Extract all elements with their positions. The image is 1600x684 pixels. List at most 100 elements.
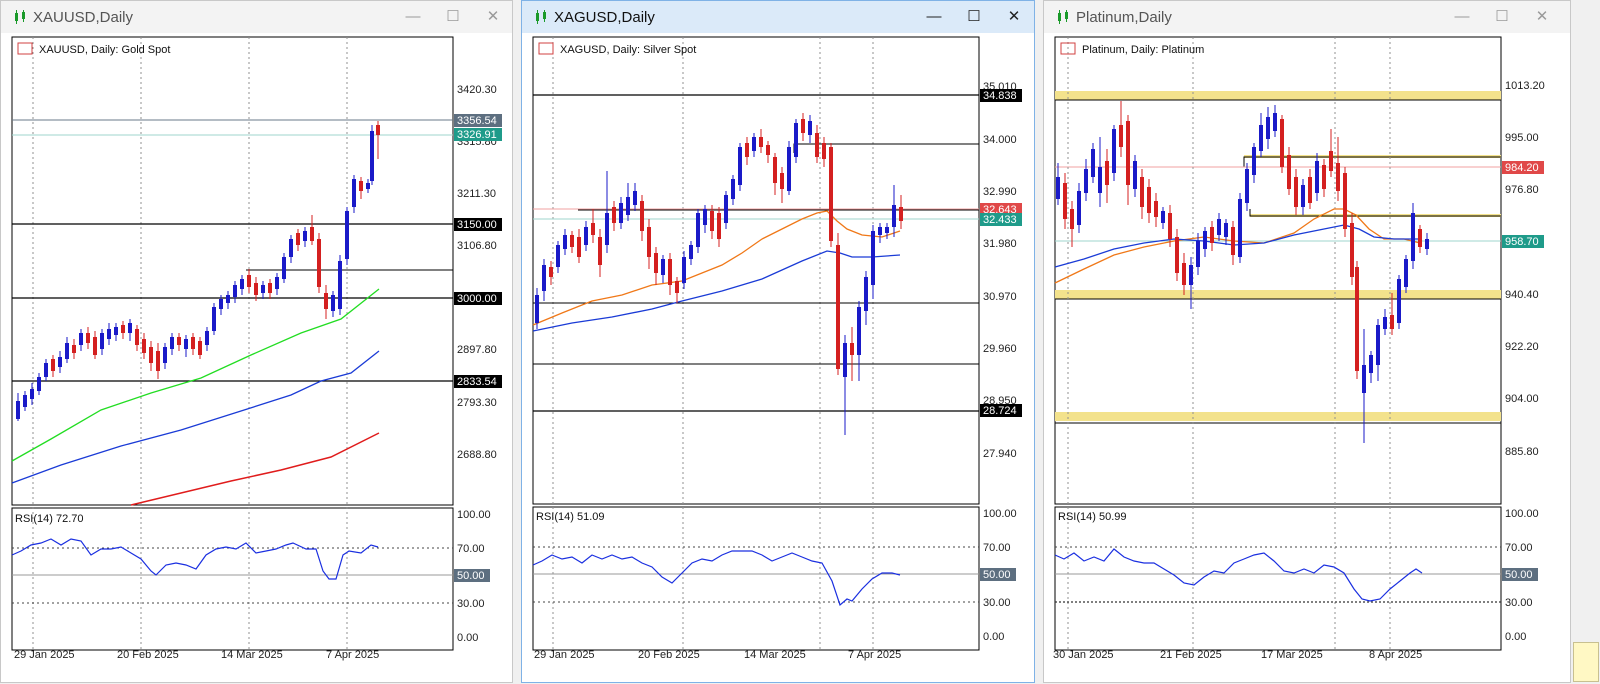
rsi-line — [11, 538, 379, 580]
price-tick: 3106.80 — [457, 240, 497, 252]
close-icon[interactable]: ✕ — [1007, 8, 1021, 25]
level-tags: 984.20 958.70 — [1502, 161, 1544, 248]
rsi-label: RSI(14) 72.70 — [15, 513, 83, 525]
minimize-icon[interactable]: — — [1454, 8, 1470, 25]
price-tick: 976.80 — [1505, 184, 1539, 196]
time-tick: 30 Jan 2025 — [1053, 649, 1114, 661]
rsi-line — [1054, 548, 1423, 602]
rsi-tick: 0.00 — [983, 631, 1004, 643]
time-tick: 14 Mar 2025 — [221, 649, 283, 661]
rsi-pane — [532, 506, 980, 651]
resistance-zone — [1055, 91, 1501, 100]
rsi-tick: 100.00 — [983, 508, 1017, 520]
price-tick: 30.970 — [983, 291, 1017, 303]
platinum-title-bar[interactable]: Platinum,Daily — ☐ ✕ — [1044, 1, 1570, 33]
rsi-scale: 100.00 70.00 30.00 0.00 50.00 — [980, 508, 1017, 643]
rsi-50-tag: 50.00 — [457, 570, 485, 582]
ma-red-line — [130, 432, 380, 506]
legend-icon — [538, 42, 554, 55]
price-scale: 35.010 34.000 32.990 31.980 30.970 29.96… — [983, 81, 1017, 460]
main-pane — [11, 36, 454, 506]
rsi-tick: 30.00 — [457, 598, 485, 610]
gold-chart[interactable]: XAUUSD, Daily: Gold Spot — [1, 33, 514, 684]
silver-chart[interactable]: XAGUSD, Daily: Silver Spot — [522, 33, 1034, 684]
main-pane — [1054, 36, 1502, 505]
price-tick: 3211.30 — [457, 188, 496, 200]
price-scale: 1013.20 995.00 976.80 940.40 922.20 904.… — [1505, 80, 1545, 458]
chart-legend: XAUUSD, Daily: Gold Spot — [39, 44, 170, 56]
rsi-pane — [1054, 506, 1502, 651]
platinum-chart[interactable]: Platinum, Daily: Platinum — [1044, 33, 1570, 684]
price-tick: 995.00 — [1505, 132, 1539, 144]
rsi-50-tag: 50.00 — [1505, 569, 1533, 581]
silver-chart-window[interactable]: XAGUSD,Daily — ☐ ✕ XAGUSD, Daily: Silver… — [521, 0, 1035, 683]
price-tick: 904.00 — [1505, 393, 1539, 405]
ma-blue-line — [532, 250, 901, 332]
maximize-icon[interactable]: ☐ — [967, 8, 981, 25]
ask-tag: 984.20 — [1505, 162, 1539, 174]
close-icon[interactable]: ✕ — [1535, 8, 1549, 25]
resize-grip[interactable] — [1573, 642, 1599, 682]
level-tag: 3000.00 — [457, 293, 497, 305]
silver-title-bar[interactable]: XAGUSD,Daily — ☐ ✕ — [522, 1, 1034, 33]
time-axis: 30 Jan 2025 21 Feb 2025 17 Mar 2025 8 Ap… — [1053, 649, 1422, 661]
rsi-tick: 0.00 — [1505, 631, 1526, 643]
gold-title-bar[interactable]: XAUUSD,Daily — ☐ ✕ — [1, 1, 512, 33]
level-tag: 34.838 — [983, 90, 1017, 102]
price-tick: 34.000 — [983, 134, 1017, 146]
rsi-tick: 100.00 — [1505, 508, 1539, 520]
support-zone — [1055, 412, 1501, 421]
time-tick: 7 Apr 2025 — [848, 649, 901, 661]
rsi-50-tag: 50.00 — [983, 569, 1011, 581]
level-tag: 3356.54 — [457, 115, 497, 127]
time-tick: 20 Feb 2025 — [117, 649, 179, 661]
time-tick: 8 Apr 2025 — [1369, 649, 1422, 661]
price-tick: 32.990 — [983, 186, 1017, 198]
rsi-tick: 70.00 — [1505, 542, 1533, 554]
candlestick-icon — [15, 10, 25, 24]
time-tick: 20 Feb 2025 — [638, 649, 700, 661]
price-tick: 29.960 — [983, 343, 1017, 355]
level-tags: 3356.54 3326.91 3150.00 3000.00 2833.54 — [454, 114, 502, 388]
bid-tag: 3326.91 — [457, 129, 497, 141]
time-axis: 29 Jan 2025 20 Feb 2025 14 Mar 2025 7 Ap… — [14, 649, 379, 661]
support-zone — [1055, 290, 1501, 299]
platinum-chart-window[interactable]: Platinum,Daily — ☐ ✕ Platinum, Daily: Pl… — [1043, 0, 1571, 683]
ma-orange-line — [1054, 208, 1421, 284]
rsi-label: RSI(14) 50.99 — [1058, 511, 1126, 523]
level-tag: 3150.00 — [457, 219, 497, 231]
bid-tag: 958.70 — [1505, 236, 1539, 248]
rsi-line — [532, 550, 901, 607]
time-tick: 7 Apr 2025 — [326, 649, 379, 661]
maximize-icon[interactable]: ☐ — [1495, 8, 1509, 25]
maximize-icon[interactable]: ☐ — [446, 8, 460, 25]
level-line — [1249, 209, 1501, 217]
level-tag: 2833.54 — [457, 376, 497, 388]
rsi-tick: 30.00 — [983, 597, 1011, 609]
time-tick: 17 Mar 2025 — [1261, 649, 1323, 661]
time-tick: 14 Mar 2025 — [744, 649, 806, 661]
candlestick-icon — [536, 10, 546, 24]
price-tick: 885.80 — [1505, 446, 1539, 458]
minimize-icon[interactable]: — — [926, 8, 942, 25]
price-tick: 940.40 — [1505, 289, 1539, 301]
time-tick: 21 Feb 2025 — [1160, 649, 1222, 661]
close-icon[interactable]: ✕ — [486, 8, 500, 25]
legend-icon — [1060, 42, 1076, 55]
ma-green-line — [11, 288, 380, 462]
price-tick: 31.980 — [983, 238, 1017, 250]
price-tick: 2793.30 — [457, 397, 497, 409]
candles — [16, 121, 380, 421]
chart-legend: Platinum, Daily: Platinum — [1082, 44, 1204, 56]
ma-blue-line — [11, 350, 380, 484]
rsi-tick: 0.00 — [457, 632, 478, 644]
level-line — [1243, 156, 1501, 167]
chart-legend: XAGUSD, Daily: Silver Spot — [560, 44, 696, 56]
gold-chart-window[interactable]: XAUUSD,Daily — ☐ ✕ XAUUSD, Daily: Gold S… — [0, 0, 513, 683]
rsi-label: RSI(14) 51.09 — [536, 511, 604, 523]
price-tick: 27.940 — [983, 448, 1017, 460]
rsi-tick: 30.00 — [1505, 597, 1533, 609]
rsi-tick: 70.00 — [983, 542, 1011, 554]
minimize-icon[interactable]: — — [405, 8, 421, 25]
level-tags: 34.838 32.643 32.433 28.724 — [980, 89, 1022, 417]
